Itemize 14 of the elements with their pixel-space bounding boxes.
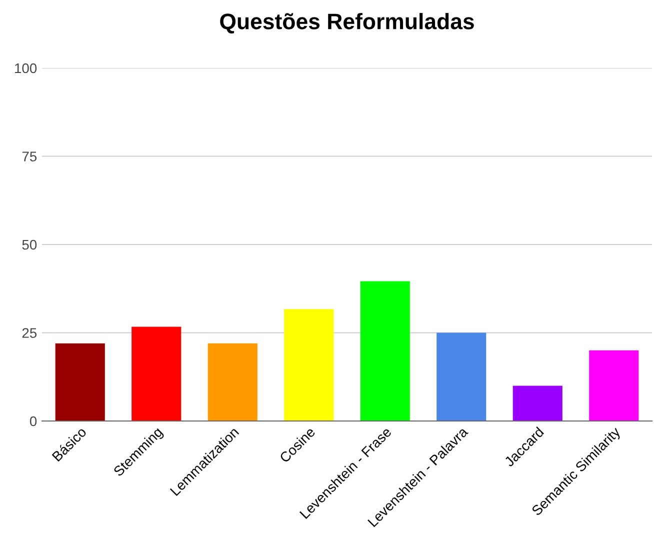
y-tick-label: 0	[30, 416, 37, 426]
bar	[360, 281, 410, 421]
y-tick-label: 50	[22, 240, 37, 250]
bar	[512, 386, 562, 421]
bar	[589, 350, 639, 421]
bar	[132, 326, 182, 421]
bar	[55, 343, 105, 421]
y-tick-label: 75	[22, 152, 37, 162]
y-tick-label: 100	[15, 63, 37, 74]
chart-title: Questões Reformuladas	[220, 13, 474, 34]
bar	[284, 309, 334, 421]
bar	[436, 332, 486, 421]
bar	[208, 343, 258, 421]
y-tick-label: 25	[22, 328, 37, 338]
